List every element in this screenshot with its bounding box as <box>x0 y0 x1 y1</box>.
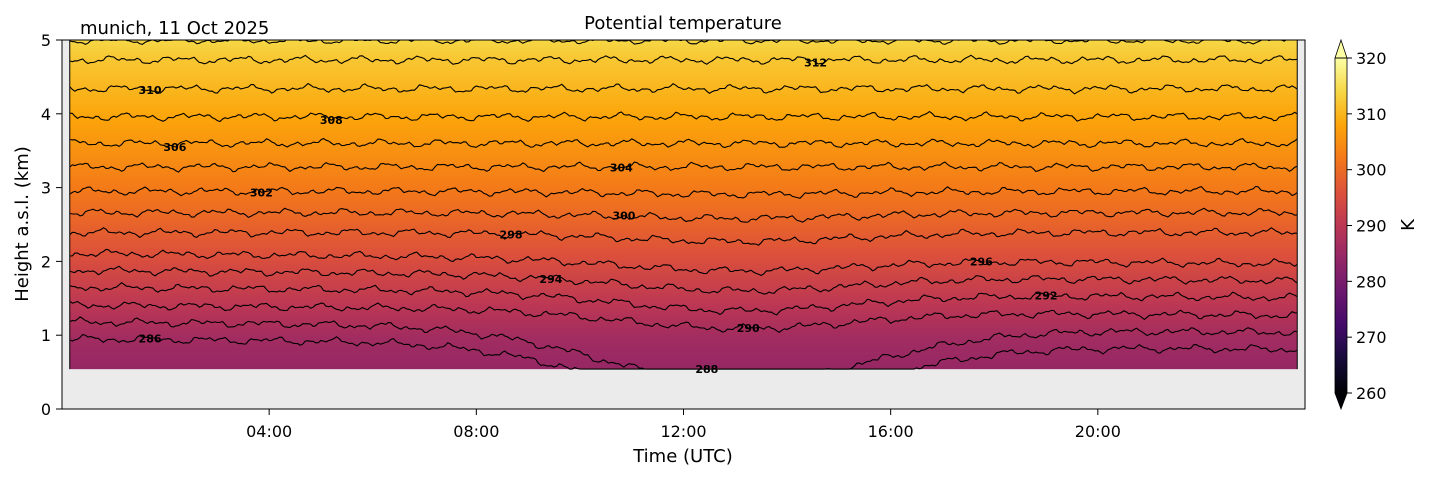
contour-312 <box>69 54 1298 65</box>
colorbar-label: K <box>1398 218 1419 231</box>
contour-300 <box>69 207 1298 223</box>
contour-302 <box>69 185 1298 199</box>
colorbar-tick-label: 320 <box>1356 49 1387 68</box>
x-axis-label: Time (UTC) <box>632 446 733 467</box>
contour-304 <box>69 161 1298 173</box>
x-axis: 04:00 08:00 12:00 16:00 20:00 <box>246 409 1121 441</box>
contour-296 <box>69 248 1298 277</box>
y-tick-label: 4 <box>41 105 51 124</box>
colorbar-tick-label: 300 <box>1356 161 1387 180</box>
colorbar-extend-min <box>1334 392 1348 411</box>
y-tick-label: 3 <box>41 179 51 198</box>
contour-290 <box>69 300 1298 333</box>
contour-306 <box>69 137 1298 149</box>
contour-label-286: 286 <box>139 332 162 345</box>
contour-label-300: 300 <box>612 209 635 222</box>
colorbar-tick-label: 280 <box>1356 272 1387 291</box>
y-axis: 0 1 2 3 4 5 <box>41 31 62 419</box>
contour-label-308: 308 <box>320 114 343 127</box>
colorbar-tick-label: 310 <box>1356 105 1387 124</box>
contour-label-290: 290 <box>737 322 760 335</box>
contour-label-288: 288 <box>695 363 718 376</box>
colorbar-extend-max <box>1334 38 1348 59</box>
y-tick-label: 2 <box>41 252 51 271</box>
y-tick-label: 5 <box>41 31 51 50</box>
contour-label-304: 304 <box>610 161 633 174</box>
contour-308 <box>69 110 1298 123</box>
contour-292 <box>69 282 1298 316</box>
contour-label-294: 294 <box>539 273 562 286</box>
contour-298 <box>69 227 1298 246</box>
x-tick-label: 04:00 <box>246 422 292 441</box>
colorbar: 260 270 280 290 300 310 320 <box>1334 38 1387 411</box>
colorbar-tick-label: 260 <box>1356 384 1387 403</box>
contour-label-312: 312 <box>804 56 827 69</box>
contour-label-310: 310 <box>139 84 162 97</box>
contour-288 <box>69 316 1298 370</box>
contour-label-298: 298 <box>500 229 523 242</box>
colorbar-tick-label: 290 <box>1356 217 1387 236</box>
y-tick-label: 1 <box>41 326 51 345</box>
contour-label-292: 292 <box>1035 289 1058 302</box>
contour-label-306: 306 <box>163 141 186 154</box>
x-tick-label: 12:00 <box>660 422 706 441</box>
y-axis-label: Height a.s.l. (km) <box>12 146 33 302</box>
chart-title: Potential temperature <box>584 13 782 34</box>
x-tick-label: 20:00 <box>1075 422 1121 441</box>
contour-310 <box>69 82 1298 95</box>
colorbar-tick-label: 270 <box>1356 328 1387 347</box>
x-tick-label: 08:00 <box>453 422 499 441</box>
contour-labels: 286 288 290 292 294 296 298 300 302 304 306 308 310 3… <box>139 56 1058 376</box>
contour-294 <box>69 265 1298 295</box>
contour-label-302: 302 <box>250 186 273 199</box>
x-tick-label: 16:00 <box>868 422 914 441</box>
y-tick-label: 0 <box>41 400 51 419</box>
contour-label-296: 296 <box>970 256 993 269</box>
contour-lines <box>69 40 1298 370</box>
colorbar-gradient <box>1335 58 1347 393</box>
chart-subtitle: munich, 11 Oct 2025 <box>80 18 269 39</box>
